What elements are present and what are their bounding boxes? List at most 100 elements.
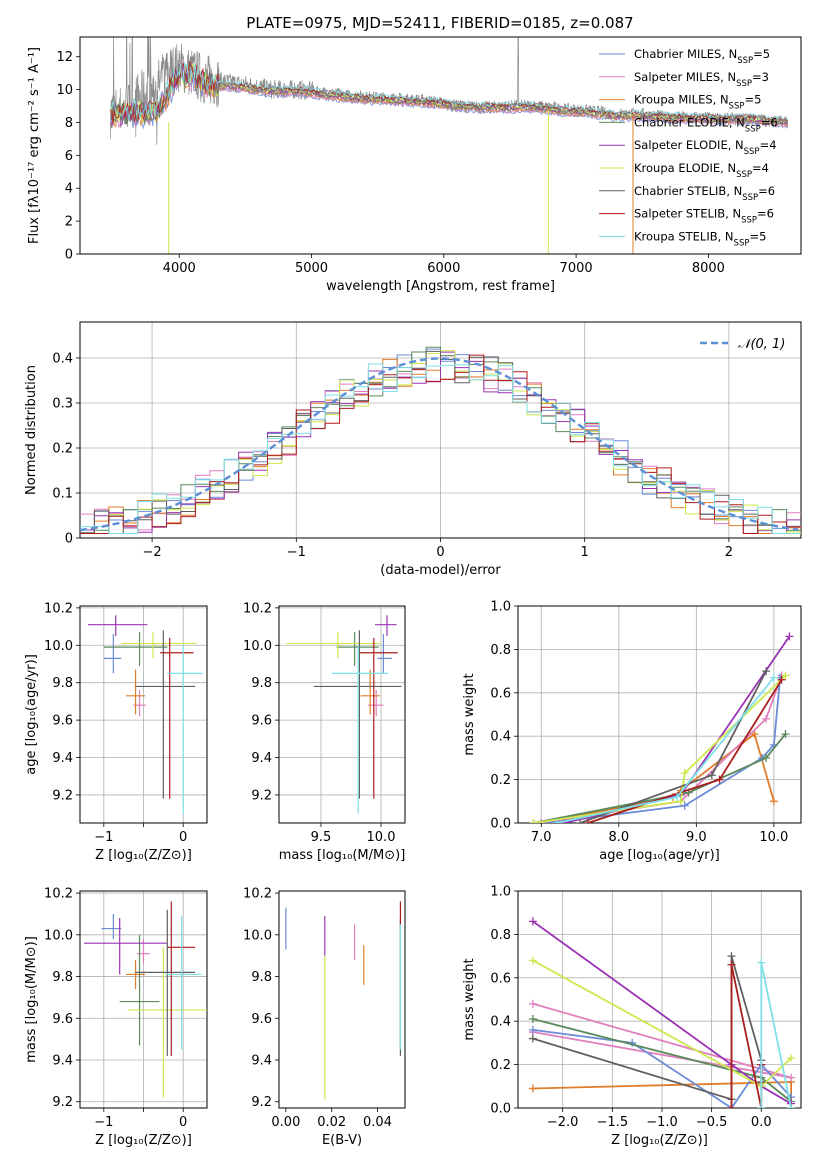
age_weight-ytick-label: 1.0	[490, 600, 511, 615]
spectrum-ylabel: Flux [fλ10⁻¹⁷ erg cm⁻² s⁻¹ A⁻¹]	[27, 47, 42, 244]
legend-entry: Chabrier ELODIE, NSSP=6	[634, 115, 778, 134]
ebv_mass-axes: 0.00 0.02 0.04 9.2 9.4 9.6 9.8 10.0 10.2	[243, 887, 406, 1130]
weight-point-marker	[785, 632, 794, 641]
legend-entry: Kroupa MILES, NSSP=5	[634, 93, 761, 112]
z_mass-ylabel: mass [log₁₀(M/M⊙)]	[24, 936, 39, 1063]
z_weight-frame	[517, 890, 802, 1109]
weight-point-marker	[781, 671, 790, 680]
spectrum-xtick-label: 6000	[427, 261, 460, 276]
weight-point-marker	[552, 819, 561, 823]
weight-point-marker	[769, 673, 778, 682]
spectrum-ytick-label: 12	[56, 50, 73, 65]
z_weight-xtick-label: −1.0	[646, 1115, 678, 1130]
spectrum-plot	[109, 37, 789, 254]
weight-point-marker	[762, 667, 771, 676]
residuals-ytick-label: 0.4	[52, 352, 73, 367]
z_mass-ytick-label: 9.6	[52, 1012, 73, 1027]
spectrum-xtick-label: 4000	[163, 261, 196, 276]
z_weight-ytick-label: 1.0	[490, 885, 511, 900]
legend-entry: 𝒩(0, 1)	[738, 337, 785, 352]
weight-point-marker	[715, 775, 724, 784]
weight-point-marker	[560, 819, 569, 823]
ebv_mass-plot	[285, 901, 402, 1100]
legend-entry: Kroupa STELIB, NSSP=5	[634, 229, 766, 248]
z_age-xtick-label: 0	[179, 830, 187, 845]
weight-point-marker	[757, 958, 766, 967]
z_age-frame	[79, 605, 208, 824]
z_weight-axes: −2.0 −1.5 −1.0 −0.5 0.0 0.0 0.2 0.4 0.6 0.8 1.0	[490, 885, 802, 1130]
residual-histogram-step	[80, 351, 801, 534]
mass_age-ytick-label: 9.6	[251, 714, 272, 729]
residuals-xlabel: (data-model)/error	[380, 563, 501, 578]
weight-point-marker	[727, 952, 736, 961]
weight-point-marker	[750, 730, 759, 739]
z_mass-ytick-label: 9.8	[52, 970, 73, 985]
mass_age-axes: 9.5 10.0 9.2 9.4 9.6 9.8 10.0 10.2	[243, 601, 406, 845]
z_weight-plot	[528, 917, 796, 1108]
spectrum-xtick-label: 7000	[560, 261, 593, 276]
mass_age-plot	[286, 615, 402, 814]
weight-point-marker	[781, 730, 790, 739]
weight-point-marker	[528, 999, 537, 1008]
spectrum-ytick-label: 0	[65, 248, 73, 263]
age_weight-ytick-label: 0.2	[490, 773, 511, 788]
ebv_mass-xtick-label: 0.00	[271, 1115, 300, 1130]
weight-point-marker	[769, 797, 778, 806]
spectrum-xtick-label: 8000	[692, 261, 725, 276]
spectrum-ytick-label: 8	[65, 116, 73, 131]
residuals-ytick-label: 0	[65, 532, 73, 547]
z_weight-ylabel: mass weight	[462, 958, 477, 1040]
model-spectrum-line	[109, 62, 789, 122]
residuals-ytick-label: 0.3	[52, 397, 73, 412]
z_mass-axes: −1 0 9.2 9.4 9.6 9.8 10.0 10.2	[44, 887, 208, 1130]
age_weight-xtick-label: 7.0	[531, 830, 552, 845]
weight-point-marker	[787, 1054, 796, 1063]
residual-histogram-step	[80, 363, 801, 534]
residual-histogram-step	[80, 354, 801, 534]
weight-point-marker	[727, 1104, 736, 1108]
weight-line	[532, 920, 792, 1105]
age_weight-xtick-label: 9.0	[686, 830, 707, 845]
z_weight-ytick-label: 0.0	[490, 1102, 511, 1117]
mass_age-ytick-label: 9.2	[251, 788, 272, 803]
z_weight-xtick-label: −1.5	[597, 1115, 629, 1130]
residual-histogram-step	[80, 350, 801, 534]
mass_age-xlabel: mass [log₁₀(M/M⊙)]	[279, 848, 406, 863]
spectrum-ytick-label: 6	[65, 149, 73, 164]
weight-line	[532, 1029, 792, 1108]
weight-point-marker	[762, 753, 771, 762]
ebv_mass-ytick-label: 9.4	[251, 1054, 272, 1069]
weight-line	[533, 733, 787, 823]
weight-point-marker	[576, 819, 585, 823]
age_weight-frame	[517, 605, 802, 824]
weight-point-marker	[528, 956, 537, 965]
legend-entry: Salpeter STELIB, NSSP=6	[634, 207, 774, 226]
z_weight-ytick-label: 0.8	[490, 928, 511, 943]
z_weight-xtick-label: −2.0	[547, 1115, 579, 1130]
legend-entry: Chabrier MILES, NSSP=5	[634, 47, 770, 66]
z_age-plot	[87, 615, 204, 814]
weight-point-marker	[680, 769, 689, 778]
ebv_mass-ytick-label: 10.2	[243, 887, 272, 902]
z_mass-ytick-label: 10.2	[44, 887, 73, 902]
z_weight-ytick-label: 0.4	[490, 1015, 511, 1030]
residuals-frame	[79, 321, 802, 539]
z_mass-xtick-label: 0	[179, 1115, 187, 1130]
ebv_mass-ytick-label: 9.6	[251, 1012, 272, 1027]
weight-point-marker	[757, 1104, 766, 1108]
weight-line	[556, 677, 775, 823]
spectrum-axes: 4000 5000 6000 7000 8000 0 2 4 6 8 10 12	[56, 36, 802, 276]
mass_age-frame	[278, 605, 406, 824]
z_mass-plot	[83, 901, 207, 1098]
spectrum-ytick-label: 4	[65, 182, 73, 197]
weight-point-marker	[537, 819, 546, 823]
age_weight-xtick-label: 10.0	[759, 830, 788, 845]
z_mass-ytick-label: 9.4	[52, 1054, 73, 1069]
residuals-xtick-label: 0	[436, 545, 444, 560]
z_age-ytick-label: 9.2	[52, 788, 73, 803]
z_weight-xtick-label: −0.5	[696, 1115, 728, 1130]
residuals-xtick-label: 1	[581, 545, 589, 560]
mass_age-ytick-label: 9.8	[251, 676, 272, 691]
age_weight-plot	[529, 632, 794, 823]
weight-point-marker	[583, 819, 592, 823]
